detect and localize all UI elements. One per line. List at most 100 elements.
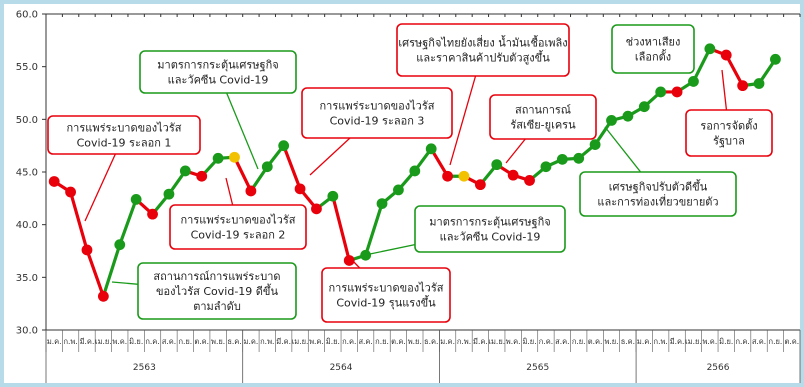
data-point <box>753 78 765 89</box>
annotation-text: เศรษฐกิจปรับตัวดีขึ้น <box>609 179 708 194</box>
data-point <box>360 249 372 261</box>
annotation-text: การแพร่ระบาดของไวรัส <box>181 214 296 227</box>
data-point <box>540 161 552 173</box>
data-point <box>671 86 683 98</box>
x-month-label: มี.ค. <box>80 337 95 346</box>
data-point <box>491 159 503 171</box>
series-segment <box>85 248 105 298</box>
series-segment <box>232 155 253 193</box>
x-month-label: ม.ค. <box>637 337 652 346</box>
annotation-text: สถานการณ์การแพร่ระบาด <box>153 270 280 283</box>
x-month-label: มี.ค. <box>473 337 488 346</box>
y-tick-label: 55.0 <box>16 62 38 73</box>
annotation-box <box>611 24 695 74</box>
data-point <box>212 152 224 164</box>
x-month-label: พ.ย. <box>211 337 225 346</box>
x-month-label: ม.ค. <box>47 337 62 346</box>
y-tick-label: 40.0 <box>16 220 38 231</box>
y-tick-label: 50.0 <box>16 115 38 126</box>
x-year-label: 2565 <box>526 363 549 373</box>
x-month-label: มี.ค. <box>276 337 291 346</box>
annotation-text: และราคาสินค้าปรับตัวสูงขึ้น <box>416 50 550 65</box>
x-month-label: ส.ค. <box>358 337 372 346</box>
annotation-callout: การแพร่ระบาดของไวรัส Covid-19 ระลอก 2 <box>169 204 307 250</box>
series-segment <box>282 144 302 191</box>
x-month-label: มิ.ย. <box>522 337 536 346</box>
data-point <box>524 175 535 186</box>
x-month-label: ก.ค. <box>145 337 159 346</box>
x-month-label: ก.พ. <box>457 337 471 346</box>
x-month-label: มิ.ย. <box>719 337 733 346</box>
annotation-text: การแพร่ระบาดของไวรัส <box>67 122 182 135</box>
annotation-box <box>579 171 737 217</box>
data-point <box>196 170 208 182</box>
data-point <box>311 203 322 215</box>
x-month-label: ก.ย. <box>178 337 192 346</box>
annotation-text: มาตรการกระตุ้นเศรษฐกิจ <box>429 216 550 229</box>
data-point <box>573 152 585 164</box>
x-month-label: เม.ย. <box>95 337 112 346</box>
series-points <box>48 43 781 302</box>
data-point <box>261 161 273 173</box>
series-segment <box>68 190 89 252</box>
x-month-label: ต.ค. <box>194 337 209 346</box>
data-point <box>622 110 634 122</box>
annotation-text: Covid-19 รุนแรงขึ้น <box>336 295 436 310</box>
annotation-text: ของไวรัส Covid-19 ดีขึ้น <box>156 283 278 298</box>
x-month-label: พ.ย. <box>408 337 422 346</box>
x-month-label: ก.ย. <box>769 337 783 346</box>
x-axis: ม.ค. ก.พ. มี.ค. เม.ย. พ.ค. มิ.ย. ก.ค. ส.ค. ก.ย. ต… <box>45 329 801 383</box>
data-point <box>442 170 453 182</box>
series-segment <box>101 243 122 298</box>
annotations: การแพร่ระบาดของไวรัส Covid-19 ระลอก 1 มาตร… <box>47 23 773 323</box>
x-month-label: ต.ค. <box>391 337 406 346</box>
x-month-label: เม.ย. <box>292 337 309 346</box>
annotation-text: เลือกตั้ง <box>635 49 671 64</box>
data-point <box>425 143 437 155</box>
x-month-label: พ.ค. <box>506 337 521 346</box>
data-point <box>48 176 60 187</box>
data-point <box>409 165 421 177</box>
annotation-box <box>414 205 566 253</box>
data-point <box>458 170 470 182</box>
x-month-label: มี.ค. <box>670 337 685 346</box>
data-point <box>294 183 306 195</box>
annotation-box <box>169 204 307 250</box>
x-month-label: ม.ค. <box>244 337 259 346</box>
data-point <box>81 244 93 256</box>
data-point <box>245 185 257 197</box>
data-point <box>130 193 142 205</box>
data-point <box>507 169 519 181</box>
annotation-callout: สถานการณ์รัสเซีย-ยูเครน <box>489 94 597 140</box>
data-point <box>179 165 191 177</box>
series-segment <box>724 53 745 88</box>
x-month-label: ต.ค. <box>784 337 799 346</box>
annotation-box <box>301 87 453 139</box>
x-month-label: พ.ย. <box>604 337 618 346</box>
data-point <box>556 153 568 165</box>
annotation-callout: การแพร่ระบาดของไวรัส Covid-19 ระลอก 1 <box>47 115 201 155</box>
data-point <box>606 114 617 126</box>
x-month-label: มิ.ย. <box>129 337 143 346</box>
x-month-label: ก.ย. <box>572 337 586 346</box>
data-point <box>474 179 486 191</box>
x-month-label: ธ.ค. <box>227 337 241 346</box>
x-year-label: 2564 <box>330 363 353 373</box>
data-point <box>97 290 109 302</box>
data-point <box>704 43 716 55</box>
annotation-box <box>139 50 297 94</box>
x-month-label: ส.ค. <box>752 337 766 346</box>
data-point <box>376 198 388 210</box>
x-month-label: ม.ค. <box>440 337 455 346</box>
annotation-text: ตามลำดับ <box>193 300 241 313</box>
y-tick-label: 60.0 <box>16 10 38 21</box>
x-month-label: พ.ค. <box>309 337 324 346</box>
y-tick-label: 35.0 <box>16 273 38 284</box>
annotation-text: รอการจัดตั้ง <box>700 118 757 133</box>
data-point <box>393 184 404 196</box>
data-point <box>638 101 650 113</box>
annotation-text: เศรษฐกิจไทยยังเสี่ยง น้ำมันเชื้อเพลิง <box>398 35 567 50</box>
annotation-text: การแพร่ระบาดของไวรัส <box>320 100 435 113</box>
